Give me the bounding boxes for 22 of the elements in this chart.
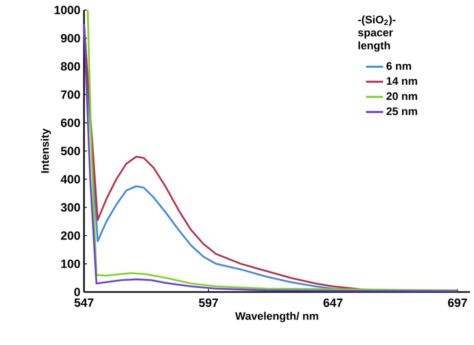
y-tick-label: 400 <box>60 174 80 184</box>
x-axis-title: Wavelength/ nm <box>235 312 318 322</box>
x-tick-label: 547 <box>74 298 94 307</box>
y-tick-label: 900 <box>60 34 80 42</box>
legend-label: 14 nm <box>386 77 418 85</box>
y-tick-label: 700 <box>61 90 80 99</box>
y-tick-label: 500 <box>60 146 80 156</box>
y-axis-title: Intensity <box>40 128 52 173</box>
legend-title: -(SiO$_{2}$)- spacer length <box>358 15 396 52</box>
y-tick-label: 300 <box>60 203 80 212</box>
legend-label: 25 nm <box>386 107 418 116</box>
legend-label: 20 nm <box>386 92 418 100</box>
y-tick-label: 800 <box>60 62 80 71</box>
y-tick-label: 600 <box>60 118 80 128</box>
x-tick-label: 647 <box>324 298 342 307</box>
x-tick-label: 597 <box>198 298 218 307</box>
y-tick-label: 200 <box>60 231 80 240</box>
y-tick-label: 0 <box>74 288 80 296</box>
x-tick-label: 697 <box>448 298 467 307</box>
y-tick-label: 1000 <box>54 6 80 14</box>
legend-label: 6 nm <box>386 62 411 70</box>
y-tick-label: 100 <box>61 260 80 268</box>
